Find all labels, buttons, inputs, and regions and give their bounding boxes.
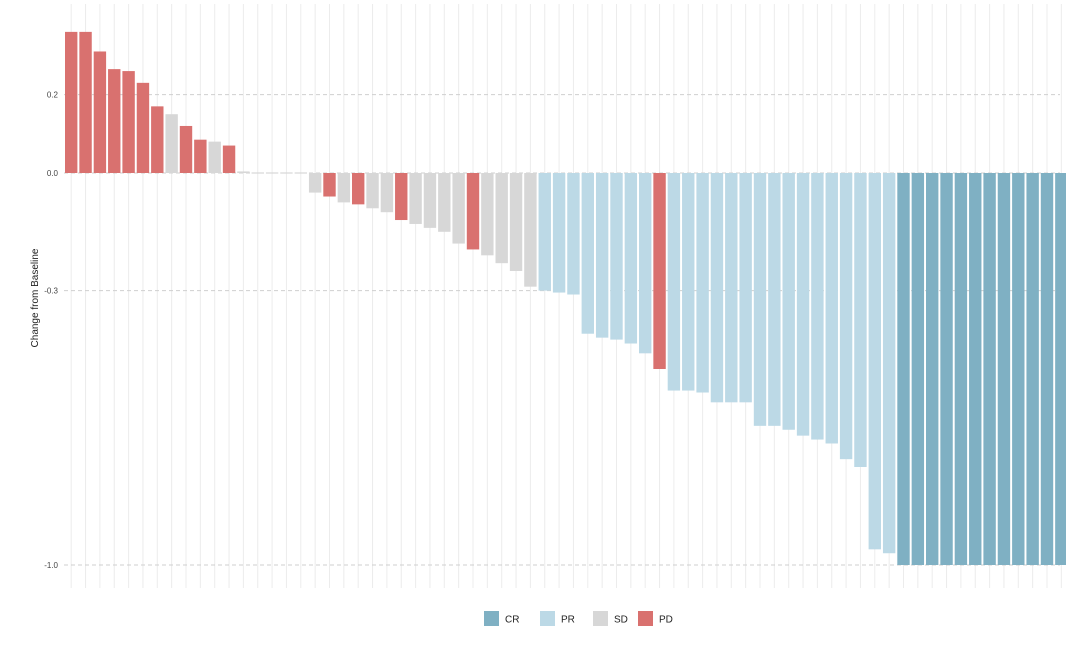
bar-sd [237,171,250,173]
bar-pr [581,173,594,334]
bar-sd [495,173,508,264]
bar-pd [136,82,150,173]
bar-sd [208,141,221,173]
bar-pd [65,31,78,173]
legend-label-sd: SD [614,615,628,626]
bar-pd [395,173,408,221]
bar-pr [696,173,709,393]
bar-pr [682,173,695,391]
bar-pd [222,145,236,173]
bar-pr [839,173,853,460]
bar-cr [940,173,953,565]
legend-swatch-sd [593,611,608,626]
bar-pr [710,173,724,403]
legend-label-pd: PD [659,615,673,626]
legend-swatch-cr [484,611,499,626]
bar-pr [595,173,609,338]
bar-pd [194,139,207,173]
bar-pr [667,173,681,391]
bar-pr [753,173,767,426]
bar-pr [725,173,738,403]
bar-cr [1040,173,1054,565]
bar-pr [868,173,881,550]
bar-pr [552,173,566,293]
bar-sd [280,172,293,174]
bar-pd [653,173,666,369]
bar-sd [308,173,322,193]
legend-swatch-pd [638,611,653,626]
bar-sd [251,172,264,174]
bar-sd [366,173,379,209]
bar-pd [466,173,480,250]
bar-pd [323,173,336,197]
bar-pd [151,106,164,173]
bar-pr [796,173,810,436]
bar-cr [983,173,996,565]
legend: CR PR SD PD [484,611,673,626]
bar-cr [1012,173,1025,565]
bar-pr [567,173,580,295]
bar-sd [409,173,422,224]
bar-pd [108,69,121,173]
bar-pd [93,51,107,174]
bar-pr [825,173,838,444]
bar-pr [854,173,867,467]
y-axis-title: Change from Baseline [30,248,41,347]
bar-pr [782,173,795,430]
y-tick-label: -1.0 [44,561,58,570]
legend-label-cr: CR [505,615,519,626]
bar-sd [452,173,465,244]
bar-pd [179,125,193,173]
bar-pr [624,173,638,344]
y-axis-ticks: 0.2 0.0 -0.3 -1.0 [44,91,58,570]
bar-pr [639,173,652,354]
y-tick-label: 0.0 [47,169,59,178]
bar-sd [165,114,178,173]
bars-layer [65,31,1066,565]
bar-cr [969,173,982,565]
bar-pr [882,173,896,554]
legend-label-pr: PR [561,615,575,626]
bar-pd [79,31,92,173]
bar-sd [294,172,307,174]
y-tick-label: -0.3 [44,287,58,296]
bar-pd [352,173,365,205]
bar-sd [509,173,523,271]
bar-sd [265,172,279,174]
bar-cr [954,173,968,565]
bar-cr [911,173,925,565]
bar-pr [610,173,623,340]
bar-sd [481,173,494,256]
bar-pr [538,173,551,291]
bar-cr [997,173,1011,565]
bar-sd [380,173,394,213]
bar-pr [739,173,752,403]
bar-cr [926,173,939,565]
bar-sd [423,173,437,228]
bar-sd [438,173,451,232]
legend-swatch-pr [540,611,555,626]
bar-pr [768,173,781,426]
bar-sd [524,173,537,287]
bar-pr [811,173,824,440]
bar-cr [1055,173,1066,565]
bar-pd [122,71,135,173]
bar-cr [1026,173,1039,565]
y-tick-label: 0.2 [47,91,59,100]
bar-cr [897,173,910,565]
bar-sd [337,173,351,203]
